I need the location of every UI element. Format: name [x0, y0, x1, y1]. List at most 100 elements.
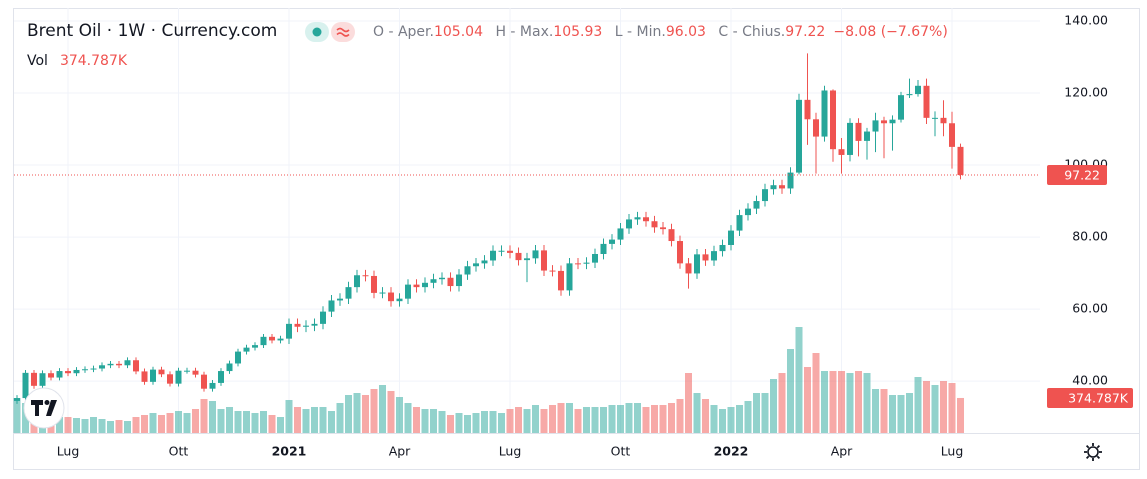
- candle-body: [770, 185, 777, 190]
- volume-bar: [217, 409, 225, 433]
- candle-body: [932, 117, 938, 119]
- candle-body: [821, 90, 828, 137]
- candle-body: [566, 263, 573, 291]
- volume-bar: [600, 407, 607, 433]
- volume-bar: [634, 403, 641, 433]
- candle-layer: [14, 53, 964, 404]
- gear-ring: [1087, 446, 1099, 458]
- open-value: 105.04: [433, 24, 483, 40]
- candle-body: [260, 336, 267, 346]
- volume-bar: [73, 418, 80, 433]
- volume-bar: [880, 389, 888, 433]
- candle-body: [252, 345, 258, 348]
- volume-bar: [115, 420, 123, 433]
- volume-bar: [719, 409, 726, 433]
- volume-bar: [693, 393, 701, 433]
- volume-bar: [710, 405, 718, 433]
- volume-bar: [421, 409, 429, 433]
- candle-body: [422, 282, 428, 288]
- candle-body: [711, 251, 717, 261]
- candle-body: [311, 323, 318, 326]
- volume-bar: [438, 411, 446, 433]
- candle-body: [354, 275, 360, 288]
- volume-bar: [940, 381, 947, 433]
- candle-body: [65, 371, 71, 374]
- candle-body: [957, 146, 964, 176]
- tradingview-logo: [23, 387, 65, 429]
- volume-tag-label: 374.787K: [1068, 390, 1129, 405]
- candle-body: [813, 119, 819, 137]
- candle-body: [464, 266, 471, 275]
- settings-icon[interactable]: [1084, 443, 1102, 461]
- volume-bar: [481, 411, 488, 433]
- volume-bar: [81, 419, 89, 433]
- volume-bar: [591, 407, 599, 433]
- candle-body: [617, 228, 624, 240]
- volume-bar: [311, 407, 318, 433]
- candle-body: [22, 372, 29, 399]
- candle-body: [167, 374, 173, 384]
- volume-bar: [821, 371, 828, 433]
- candle-body: [719, 244, 726, 252]
- volume-bar: [56, 417, 63, 433]
- high-label: H - Max.: [495, 24, 554, 40]
- volume-bar: [362, 395, 369, 433]
- candle-body: [328, 300, 335, 312]
- candle-body: [48, 373, 54, 378]
- candle-body: [660, 227, 666, 230]
- x-tick-label: Ott: [169, 444, 189, 459]
- pills[interactable]: [305, 21, 357, 43]
- volume-bar: [770, 379, 777, 433]
- candle-body: [745, 208, 751, 216]
- candle-body: [609, 239, 615, 244]
- low-value: 96.03: [665, 24, 706, 40]
- candle-body: [694, 254, 700, 274]
- close-label: C - Chius.: [718, 24, 786, 40]
- volume-bar: [778, 373, 786, 433]
- candle-body: [481, 260, 488, 264]
- y-tick-label: 40.00: [1072, 373, 1108, 388]
- volume-bar: [464, 415, 471, 433]
- candle-body: [779, 185, 785, 189]
- volume-bar: [387, 391, 395, 433]
- candle-body: [762, 189, 768, 202]
- volume-bar: [549, 405, 556, 433]
- logo-mark: [31, 400, 43, 416]
- candle-body: [549, 270, 556, 272]
- candle-body: [923, 85, 930, 118]
- candle-body: [881, 120, 887, 124]
- volume-bar: [574, 409, 582, 433]
- volume-bar: [829, 371, 837, 433]
- x-tick-label: Apr: [389, 444, 411, 459]
- candle-body: [56, 371, 63, 378]
- candle-body: [286, 323, 292, 339]
- candle-body: [388, 292, 394, 302]
- volume-bar: [226, 407, 233, 433]
- volume-bar: [812, 353, 820, 433]
- frame: [13, 8, 1140, 470]
- candle-body: [507, 250, 513, 253]
- volume-layer: [13, 327, 964, 433]
- candle-body: [82, 369, 88, 371]
- candle-body: [787, 172, 794, 189]
- candle-body: [14, 398, 20, 401]
- candle-body: [456, 274, 462, 287]
- volume-bar: [302, 409, 310, 433]
- logo-mark: [46, 400, 57, 416]
- volume-bar: [736, 405, 743, 433]
- candle-body: [133, 360, 139, 372]
- candle-body: [405, 284, 411, 299]
- candle-body: [558, 270, 564, 291]
- volume-bar: [430, 409, 437, 433]
- candle-body: [473, 263, 479, 267]
- candle-body: [490, 250, 496, 261]
- volume-bar: [294, 407, 301, 433]
- volume-bar: [319, 407, 327, 433]
- logo-circle: [23, 387, 65, 429]
- volume-bar: [447, 415, 454, 433]
- volume-bar: [166, 413, 174, 433]
- volume-bar: [243, 411, 250, 433]
- volume-legend: Vol 374.787K: [27, 53, 135, 69]
- candle-body: [515, 252, 522, 261]
